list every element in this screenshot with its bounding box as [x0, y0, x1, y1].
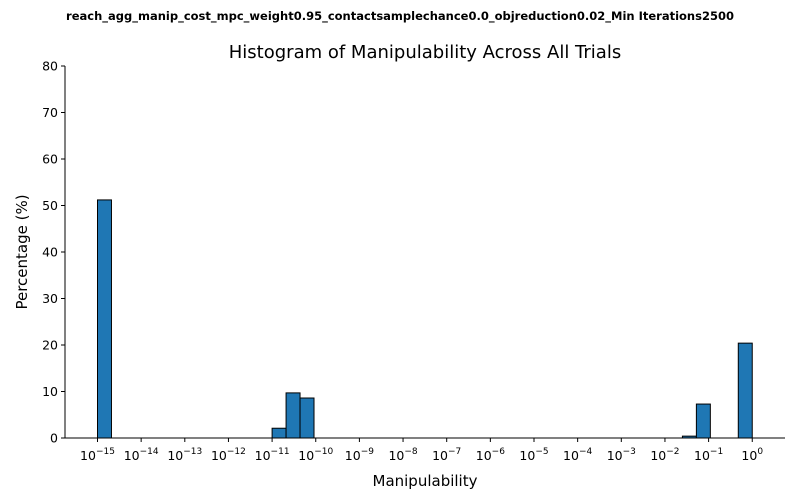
x-tick-label: 10−7	[432, 447, 461, 463]
y-tick-label: 20	[42, 338, 58, 353]
x-tick-label: 10−6	[476, 447, 505, 463]
y-tick-label: 0	[50, 431, 58, 446]
x-tick-label: 10−11	[255, 447, 290, 463]
y-tick-label: 10	[42, 384, 58, 399]
y-axis-label: Percentage (%)	[13, 194, 31, 309]
x-tick-label: 10−4	[563, 447, 592, 463]
x-tick-label: 10−5	[519, 447, 548, 463]
y-tick-label: 70	[42, 105, 58, 120]
histogram-bar	[299, 397, 315, 439]
x-tick-label: 10−3	[607, 447, 636, 463]
figure-suptitle: reach_agg_manip_cost_mpc_weight0.95_cont…	[66, 9, 734, 24]
x-tick-label: 10−8	[388, 447, 417, 463]
y-ticks-group: 0 10 20 30 40 50 60 70 80	[42, 59, 65, 446]
x-tick-label: 10−15	[80, 447, 115, 463]
y-tick-label: 50	[42, 198, 58, 213]
x-ticks-group: 10−15 10−14 10−13 10−12 10−11 10−10 10−9 10−8 10…	[80, 438, 763, 463]
x-tick-label: 10−10	[298, 447, 333, 463]
x-tick-label: 10−9	[345, 447, 374, 463]
bars-group	[97, 199, 753, 439]
y-tick-label: 40	[42, 245, 58, 260]
x-tick-label: 10−13	[167, 447, 202, 463]
x-tick-label: 10−1	[694, 447, 723, 463]
y-tick-label: 30	[42, 291, 58, 306]
y-tick-label: 60	[42, 152, 58, 167]
y-tick-label: 80	[42, 59, 58, 74]
histogram-bar	[271, 427, 287, 439]
chart-title: Histogram of Manipulability Across All T…	[229, 42, 621, 63]
histogram-bar	[737, 342, 753, 439]
histogram-bar	[285, 392, 301, 439]
histogram-bar	[97, 199, 112, 439]
x-tick-label: 10−12	[211, 447, 246, 463]
x-tick-label: 10−14	[124, 447, 159, 463]
x-axis-label: Manipulability	[373, 472, 478, 490]
x-tick-label: 10−2	[650, 447, 679, 463]
histogram-bar	[695, 403, 711, 439]
x-tick-label: 100	[741, 447, 763, 463]
